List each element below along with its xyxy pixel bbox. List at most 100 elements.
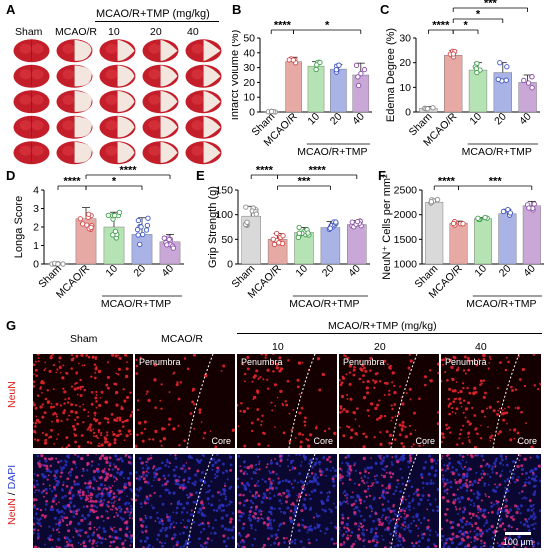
data-point: [333, 219, 339, 225]
bar-10: [307, 65, 325, 113]
panel-a-label-10: 10: [108, 26, 120, 38]
g-col-40: 40: [475, 341, 487, 353]
group-label: MCAO/R+TMP: [466, 298, 536, 310]
data-point: [327, 225, 333, 231]
y-tick-label: 20: [399, 57, 411, 69]
y-tick-label: 0: [249, 107, 255, 119]
bar-10: [474, 218, 492, 265]
penumbra-label: Penumbra: [139, 357, 181, 367]
panel-letter-a: A: [6, 2, 16, 17]
data-point: [313, 66, 319, 73]
brain-slice: [13, 115, 50, 139]
penumbra-boundary: [390, 453, 418, 548]
x-tick-label: 10: [472, 263, 489, 280]
y-axis-label: Grip Strength (g): [207, 186, 219, 268]
data-point: [521, 77, 527, 84]
penumbra-label: Penumbra: [241, 357, 283, 367]
y-tick-label: 1500: [394, 234, 418, 246]
brain-slice: [142, 115, 179, 139]
micrograph-neun: [339, 354, 439, 449]
brain-slice: [99, 115, 136, 139]
bar-40: [352, 74, 370, 113]
data-point: [84, 222, 90, 228]
penumbra-label: Penumbra: [445, 357, 487, 367]
brain-slice: [142, 141, 179, 165]
micrograph-neun: [33, 354, 133, 448]
data-point: [243, 204, 249, 210]
group-label: MCAO/R+TMP: [297, 146, 367, 158]
y-axis-label: NeuN⁺ Cells per mm²: [381, 174, 393, 280]
x-tick-label: 20: [131, 263, 148, 280]
sig-stars: ****: [256, 166, 274, 177]
group-label: MCAO/R+TMP: [289, 298, 359, 310]
core-label: Core: [211, 436, 231, 446]
panel-a-header-line: [95, 21, 219, 22]
data-point: [55, 261, 61, 267]
y-tick-label: 50: [243, 33, 255, 45]
data-point: [134, 226, 141, 233]
data-point: [336, 62, 342, 68]
brain-slice: [56, 39, 93, 63]
data-point: [143, 227, 150, 233]
g-row-label-dapi-part: DAPI: [6, 464, 18, 490]
brain-slice: [142, 39, 179, 63]
brain-slice: [99, 141, 136, 165]
y-tick-label: 1: [33, 240, 39, 252]
y-tick-label: 0: [33, 259, 39, 271]
group-label: MCAO/R+TMP: [101, 298, 171, 310]
data-point: [529, 85, 535, 91]
x-tick-label: 40: [350, 111, 367, 128]
g-row-label-neun-part: NeuN: [6, 498, 18, 525]
brain-slice: [13, 39, 50, 63]
sig-stars: *: [463, 20, 468, 32]
core-label: Core: [517, 436, 537, 446]
data-point: [361, 66, 368, 73]
data-point: [268, 108, 275, 114]
data-point: [140, 231, 146, 238]
panel-letter-d: D: [6, 168, 16, 183]
brain-slice: [185, 141, 222, 165]
y-tick-label: 50: [221, 234, 233, 246]
y-tick-label: 30: [399, 33, 411, 45]
data-point: [270, 236, 276, 242]
data-point: [161, 235, 167, 241]
bar-20: [330, 68, 347, 113]
scale-bar-label: 100 μm: [503, 537, 533, 547]
y-axis-label: Infarct Volume (%): [232, 30, 241, 120]
panel-letter-f: F: [378, 168, 386, 183]
bar-mcao-r: [449, 222, 468, 265]
data-point: [353, 62, 360, 68]
y-tick-label: 30: [243, 62, 255, 74]
data-point: [507, 210, 513, 216]
brain-slices-image: [13, 39, 222, 165]
group-label: MCAO/R+TMP: [462, 146, 532, 158]
g-row-label-sep: /: [6, 489, 18, 499]
data-point: [424, 106, 431, 112]
panel-a-label-40: 40: [187, 26, 199, 38]
brain-slice: [13, 90, 50, 114]
bar-mcao-r: [444, 55, 463, 113]
y-tick-label: 3: [33, 203, 39, 215]
brain-slice: [185, 39, 222, 63]
micrograph-merge: [237, 453, 337, 548]
y-tick-label: 10: [399, 82, 411, 94]
g-header: MCAO/R+TMP (mg/kg): [328, 320, 437, 332]
y-tick-label: 2: [33, 222, 39, 234]
x-tick-label: 20: [497, 263, 514, 280]
sig-stars: ****: [438, 176, 456, 188]
x-tick-label: 20: [328, 111, 345, 128]
data-point: [503, 77, 509, 83]
micrograph-neun: [135, 354, 235, 449]
data-point: [116, 209, 123, 216]
y-tick-label: 1000: [394, 259, 418, 271]
data-point: [135, 217, 142, 224]
core-label: Core: [313, 436, 333, 446]
data-point: [450, 51, 457, 57]
data-point: [358, 70, 364, 77]
x-tick-label: 20: [492, 111, 509, 128]
bar-40: [522, 205, 541, 265]
